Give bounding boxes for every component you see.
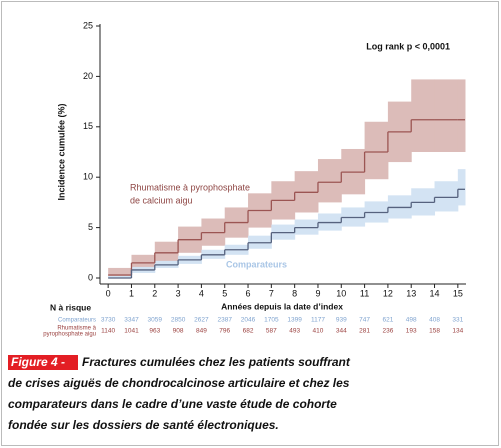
ci-band: [108, 267, 132, 278]
x-tick-label: 5: [222, 288, 227, 298]
risk-count: 849: [196, 328, 207, 335]
risk-count: 963: [149, 328, 160, 335]
caption-line: fondée sur les dossiers de santé électro…: [8, 418, 279, 432]
caption-tag-box: [8, 355, 78, 370]
risk-title: N à risque: [50, 302, 91, 312]
caption-tag: Figure 4 -: [11, 355, 65, 369]
risk-count: 281: [359, 328, 370, 335]
risk-count: 1705: [264, 317, 279, 324]
risk-count: 2850: [171, 317, 186, 324]
ci-band: [434, 79, 459, 152]
x-tick-label: 10: [336, 288, 346, 298]
risk-count: 3730: [101, 317, 116, 324]
x-tick-label: 1: [129, 288, 134, 298]
y-tick-label: 20: [83, 71, 93, 81]
caption-line: de crises aiguës de chondrocalcinose art…: [8, 376, 350, 390]
annotation: Log rank p < 0,0001: [366, 41, 450, 51]
ci-band: [457, 169, 466, 206]
risk-count: 682: [243, 328, 254, 335]
risk-row-label: Comparateurs: [58, 318, 96, 324]
risk-count: 3059: [148, 317, 163, 324]
y-axis-label: Incidence cumulée (%): [56, 103, 66, 200]
x-tick-label: 8: [292, 288, 297, 298]
risk-count: 493: [289, 328, 300, 335]
ci-band: [411, 79, 436, 152]
risk-count: 331: [452, 317, 463, 324]
caption-line: Fractures cumulées chez les patients sou…: [82, 355, 351, 369]
risk-count: 498: [406, 317, 417, 324]
x-tick-label: 12: [383, 288, 393, 298]
risk-count: 587: [266, 328, 277, 335]
x-tick-label: 4: [199, 288, 204, 298]
x-tick-label: 0: [106, 288, 111, 298]
risk-count: 747: [359, 317, 370, 324]
y-tick-label: 15: [83, 121, 93, 131]
risk-row-label: pyrophosphate aigu: [43, 332, 96, 338]
risk-count: 158: [429, 328, 440, 335]
y-tick-label: 25: [83, 20, 93, 30]
risk-count: 410: [313, 328, 324, 335]
risk-count: 1140: [101, 328, 115, 335]
x-tick-label: 9: [315, 288, 320, 298]
x-tick-label: 15: [453, 288, 463, 298]
caption-line: comparateurs dans le cadre d’une vaste é…: [8, 397, 337, 411]
series-label: Rhumatisme à pyrophosphate: [130, 182, 250, 192]
x-tick-label: 7: [269, 288, 274, 298]
y-tick-label: 0: [88, 272, 93, 282]
risk-count: 1041: [124, 328, 139, 335]
x-tick-label: 3: [176, 288, 181, 298]
risk-count: 2387: [217, 317, 232, 324]
risk-count: 344: [336, 328, 347, 335]
ci-band: [364, 121, 389, 180]
ci-band: [108, 275, 132, 278]
ci-band: [317, 159, 342, 203]
ci-band: [457, 79, 466, 152]
risk-count: 621: [382, 317, 393, 324]
risk-count: 134: [452, 328, 463, 335]
x-axis-label: Années depuis la date d’index: [221, 301, 343, 311]
risk-count: 796: [219, 328, 230, 335]
x-tick-label: 13: [406, 288, 416, 298]
x-tick-label: 11: [360, 288, 369, 298]
risk-count: 193: [406, 328, 417, 335]
risk-count: 2627: [194, 317, 209, 324]
y-tick-label: 10: [83, 172, 93, 182]
series-label: Comparateurs: [226, 259, 287, 269]
x-tick-label: 2: [152, 288, 157, 298]
risk-count: 2046: [241, 317, 256, 324]
risk-count: 3347: [124, 317, 139, 324]
risk-row-label: Rhumatisme à: [57, 326, 96, 332]
x-tick-label: 6: [246, 288, 251, 298]
x-tick-label: 14: [430, 288, 440, 298]
risk-count: 908: [173, 328, 184, 335]
ci-band: [434, 181, 459, 212]
risk-count: 939: [336, 317, 347, 324]
risk-count: 1399: [287, 317, 302, 324]
y-tick-label: 5: [88, 222, 93, 232]
series-label: de calcium aigu: [130, 195, 193, 205]
risk-count: 236: [382, 328, 393, 335]
risk-count: 1177: [311, 317, 325, 324]
risk-count: 408: [429, 317, 440, 324]
